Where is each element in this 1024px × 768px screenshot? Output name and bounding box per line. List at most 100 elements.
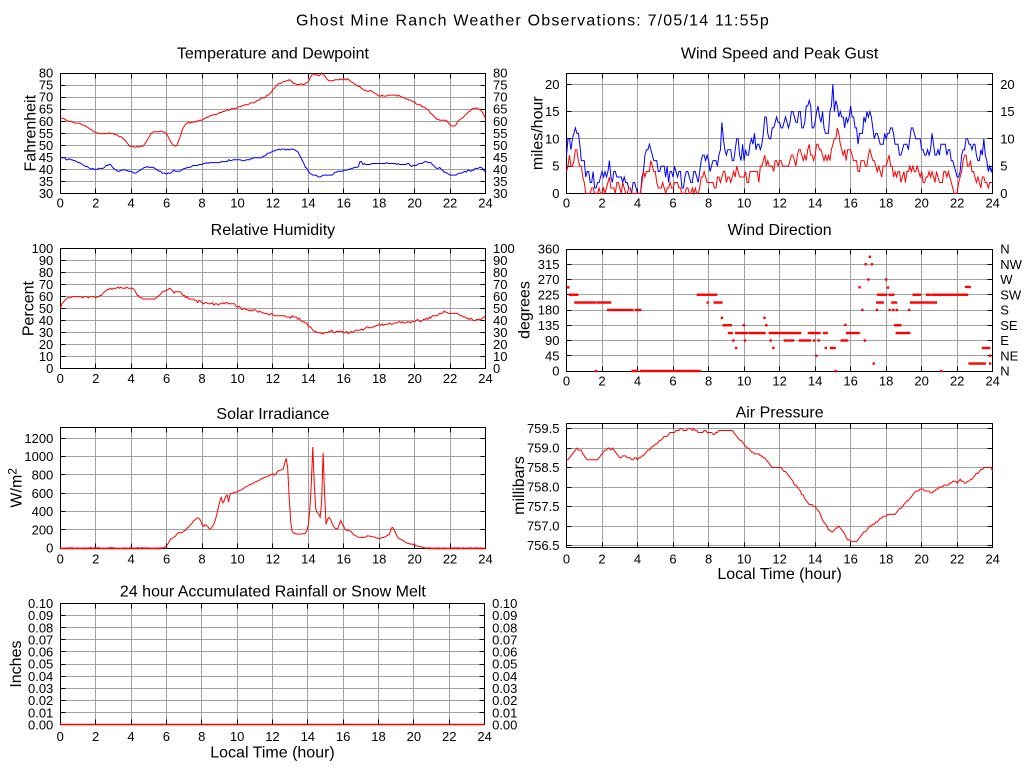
svg-text:70: 70 xyxy=(493,277,507,292)
svg-text:55: 55 xyxy=(493,126,507,141)
svg-text:0: 0 xyxy=(57,371,64,386)
svg-text:E: E xyxy=(1000,333,1009,348)
svg-text:40: 40 xyxy=(39,162,53,177)
svg-text:Solar Irradiance: Solar Irradiance xyxy=(216,406,329,423)
svg-text:NE: NE xyxy=(1000,348,1018,363)
svg-text:0.09: 0.09 xyxy=(492,608,517,623)
svg-text:315: 315 xyxy=(538,257,560,272)
svg-text:10: 10 xyxy=(39,349,53,364)
svg-text:16: 16 xyxy=(337,371,351,386)
svg-text:4: 4 xyxy=(128,552,135,567)
svg-text:20: 20 xyxy=(914,196,928,211)
svg-text:0.07: 0.07 xyxy=(492,632,517,647)
svg-text:80: 80 xyxy=(39,66,53,81)
svg-text:45: 45 xyxy=(493,150,507,165)
svg-text:12: 12 xyxy=(265,729,279,744)
svg-text:20: 20 xyxy=(39,337,53,352)
svg-text:30: 30 xyxy=(39,186,53,201)
svg-text:225: 225 xyxy=(538,287,560,302)
svg-text:756.5: 756.5 xyxy=(527,538,560,553)
svg-text:12: 12 xyxy=(266,552,280,567)
svg-text:70: 70 xyxy=(493,90,507,105)
svg-text:0.02: 0.02 xyxy=(28,693,53,708)
svg-text:50: 50 xyxy=(493,138,507,153)
svg-text:45: 45 xyxy=(545,348,559,363)
svg-text:0.08: 0.08 xyxy=(28,620,53,635)
svg-text:24: 24 xyxy=(478,196,492,211)
svg-text:0.07: 0.07 xyxy=(28,632,53,647)
svg-text:757.5: 757.5 xyxy=(527,499,560,514)
svg-text:60: 60 xyxy=(39,289,53,304)
svg-text:Local Time (hour): Local Time (hour) xyxy=(210,745,335,762)
svg-text:12: 12 xyxy=(266,371,280,386)
svg-text:Percent: Percent xyxy=(21,280,38,336)
svg-text:Fahrenheit: Fahrenheit xyxy=(23,94,40,171)
svg-text:50: 50 xyxy=(39,301,53,316)
svg-text:5: 5 xyxy=(1000,159,1007,174)
svg-text:10: 10 xyxy=(1000,131,1014,146)
svg-text:0: 0 xyxy=(552,364,559,379)
svg-text:20: 20 xyxy=(407,196,421,211)
svg-text:8: 8 xyxy=(198,552,205,567)
svg-text:0: 0 xyxy=(46,541,53,556)
svg-text:20: 20 xyxy=(914,374,928,389)
svg-text:12: 12 xyxy=(772,196,786,211)
svg-text:50: 50 xyxy=(493,301,507,316)
svg-text:10: 10 xyxy=(230,371,244,386)
svg-text:15: 15 xyxy=(545,104,559,119)
svg-text:10: 10 xyxy=(493,349,507,364)
svg-text:24: 24 xyxy=(478,552,492,567)
svg-text:6: 6 xyxy=(163,196,170,211)
svg-text:55: 55 xyxy=(39,126,53,141)
svg-text:16: 16 xyxy=(843,552,857,567)
svg-text:90: 90 xyxy=(39,253,53,268)
svg-text:14: 14 xyxy=(301,729,315,744)
svg-text:40: 40 xyxy=(493,313,507,328)
svg-text:S: S xyxy=(1000,303,1009,318)
svg-text:0.01: 0.01 xyxy=(492,705,517,720)
svg-text:20: 20 xyxy=(545,77,559,92)
svg-text:0.04: 0.04 xyxy=(492,669,517,684)
svg-text:1000: 1000 xyxy=(24,449,53,464)
svg-text:24: 24 xyxy=(478,371,492,386)
svg-text:18: 18 xyxy=(879,196,893,211)
svg-text:6: 6 xyxy=(163,371,170,386)
svg-text:10: 10 xyxy=(737,374,751,389)
svg-text:8: 8 xyxy=(198,371,205,386)
svg-text:10: 10 xyxy=(230,729,244,744)
svg-text:30: 30 xyxy=(493,325,507,340)
svg-text:24 hour Accumulated Rainfall o: 24 hour Accumulated Rainfall or Snow Mel… xyxy=(120,584,426,601)
svg-text:2: 2 xyxy=(92,371,99,386)
svg-text:24: 24 xyxy=(985,552,999,567)
svg-text:6: 6 xyxy=(163,729,170,744)
svg-text:6: 6 xyxy=(163,552,170,567)
svg-text:100: 100 xyxy=(493,241,515,256)
svg-text:W/m2: W/m2 xyxy=(6,468,26,508)
svg-text:135: 135 xyxy=(538,318,560,333)
svg-text:10: 10 xyxy=(737,196,751,211)
svg-text:100: 100 xyxy=(32,241,54,256)
svg-text:2: 2 xyxy=(598,374,605,389)
svg-text:200: 200 xyxy=(32,522,54,537)
svg-text:800: 800 xyxy=(32,468,54,483)
svg-text:8: 8 xyxy=(705,374,712,389)
svg-text:8: 8 xyxy=(198,196,205,211)
svg-text:0.04: 0.04 xyxy=(28,669,53,684)
svg-text:22: 22 xyxy=(443,371,457,386)
svg-text:24: 24 xyxy=(477,729,491,744)
svg-text:6: 6 xyxy=(669,552,676,567)
svg-text:0: 0 xyxy=(57,729,64,744)
svg-text:14: 14 xyxy=(808,374,822,389)
svg-text:0.00: 0.00 xyxy=(28,717,53,732)
svg-text:14: 14 xyxy=(808,552,822,567)
svg-text:0: 0 xyxy=(1000,186,1007,201)
svg-text:NW: NW xyxy=(1000,257,1022,272)
svg-text:90: 90 xyxy=(545,333,559,348)
svg-text:80: 80 xyxy=(493,66,507,81)
svg-text:60: 60 xyxy=(493,114,507,129)
svg-text:14: 14 xyxy=(301,552,315,567)
svg-text:Wind Speed and Peak Gust: Wind Speed and Peak Gust xyxy=(681,46,879,63)
svg-text:16: 16 xyxy=(337,196,351,211)
svg-text:65: 65 xyxy=(39,102,53,117)
svg-text:10: 10 xyxy=(230,552,244,567)
